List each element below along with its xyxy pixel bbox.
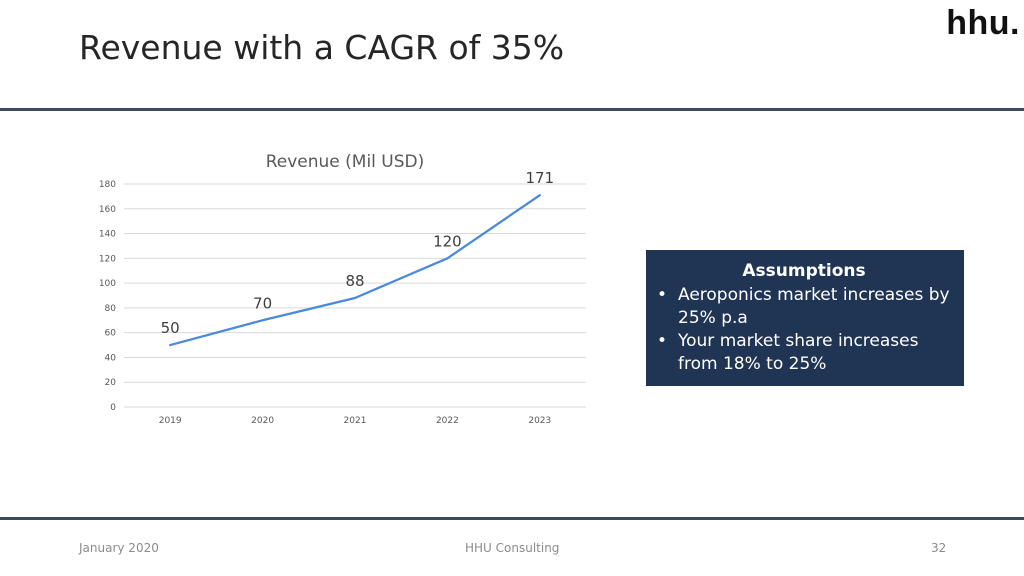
y-axis-ticks: 0 20 40 60 80 100 120 140 160 180 <box>99 180 116 413</box>
chart-gridlines <box>124 183 586 408</box>
footer-divider <box>0 517 1024 520</box>
assumptions-title: Assumptions <box>742 261 866 281</box>
page-number: 32 <box>931 541 947 555</box>
y-tick-label: 60 <box>105 329 117 339</box>
chart-series <box>169 194 541 347</box>
y-tick-label: 0 <box>110 403 116 413</box>
y-tick-label: 20 <box>105 378 117 388</box>
brand-logo: hhu. <box>946 4 1020 42</box>
assumption-text: Your market share increases from 18% to … <box>678 331 919 374</box>
x-tick-label: 2020 <box>251 416 274 426</box>
data-label: 171 <box>525 169 554 187</box>
x-tick-label: 2022 <box>436 416 459 426</box>
x-tick-label: 2021 <box>344 416 367 426</box>
header-divider <box>0 108 1024 111</box>
x-axis-ticks: 2019 2020 2021 2022 2023 <box>159 416 552 426</box>
assumptions-box: Assumptions • Aeroponics market increase… <box>646 250 964 386</box>
x-tick-label: 2019 <box>159 416 182 426</box>
data-label: 50 <box>161 319 180 337</box>
data-label: 70 <box>253 294 272 312</box>
assumption-item: • Your market share increases from 18% t… <box>654 330 954 376</box>
y-tick-label: 160 <box>99 205 116 215</box>
slide-title: Revenue with a CAGR of 35% <box>79 28 565 67</box>
revenue-series-line <box>169 194 541 347</box>
assumption-text: Aeroponics market increases by 25% p.a <box>678 285 950 328</box>
footer-company: HHU Consulting <box>465 541 560 555</box>
data-label: 88 <box>345 272 364 290</box>
y-tick-label: 140 <box>99 230 116 240</box>
y-tick-label: 100 <box>99 279 116 289</box>
x-tick-label: 2023 <box>528 416 551 426</box>
data-label: 120 <box>433 232 462 250</box>
chart-title: Revenue (Mil USD) <box>266 152 425 172</box>
y-tick-label: 120 <box>99 254 116 264</box>
bullet-icon: • <box>657 285 668 305</box>
y-tick-label: 180 <box>99 180 116 190</box>
bullet-icon: • <box>657 331 668 351</box>
chart-data-labels: 50 70 88 120 171 <box>161 169 554 337</box>
y-tick-label: 40 <box>105 353 117 363</box>
y-tick-label: 80 <box>105 304 117 314</box>
assumptions-list: • Aeroponics market increases by 25% p.a… <box>654 284 954 376</box>
assumption-item: • Aeroponics market increases by 25% p.a <box>654 284 954 330</box>
footer-date: January 2020 <box>79 541 159 555</box>
